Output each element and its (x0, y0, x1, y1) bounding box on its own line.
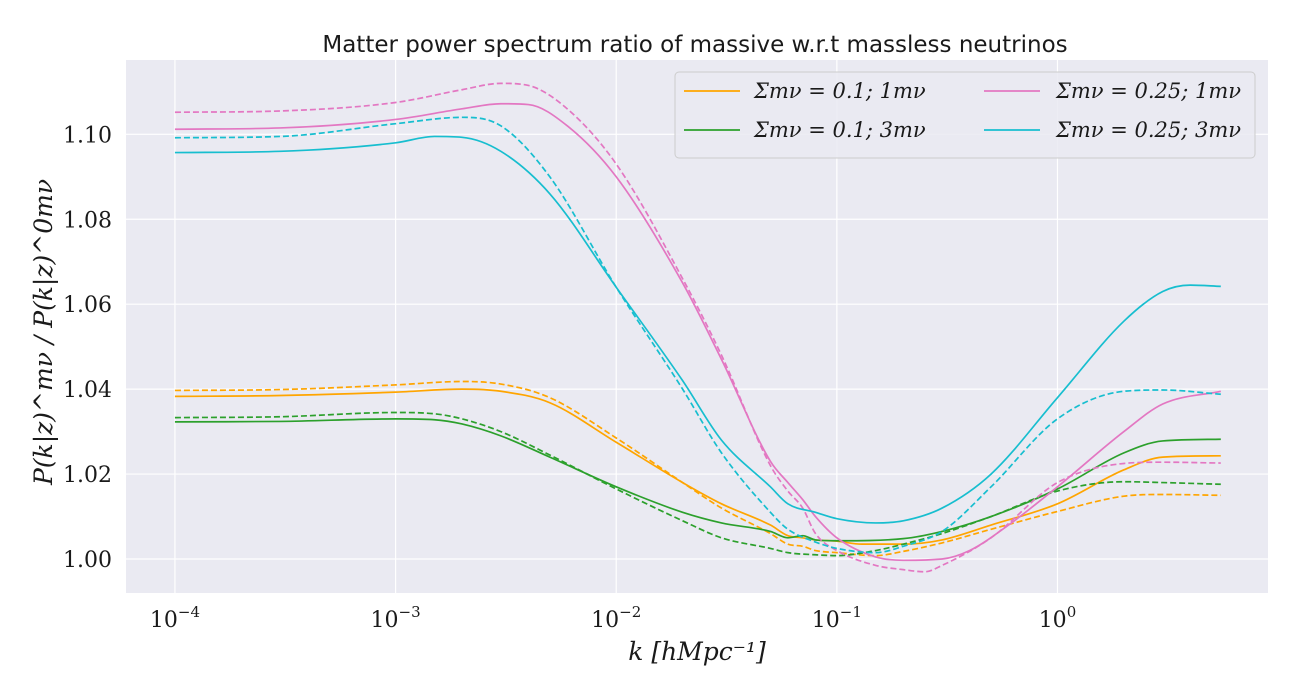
series-line-2-dashed (174, 380, 1221, 557)
y-tick-label: 1.10 (63, 123, 112, 148)
legend-entry-label: Σmν = 0.1; 1mν (753, 79, 926, 103)
y-tick-label: 1.06 (63, 293, 112, 318)
y-tick-label: 1.08 (63, 208, 112, 233)
y-tick-label: 1.04 (63, 378, 112, 403)
x-axis-label: k [hMpc⁻¹] (628, 637, 766, 666)
legend-entry-label: Σmν = 0.1; 3mν (753, 118, 926, 142)
series-line-5-solid (174, 102, 1221, 562)
x-tick-label: 10−4 (150, 603, 200, 633)
series-line-6-dashed (174, 82, 1221, 573)
series-line-4-dashed (174, 411, 1221, 557)
legend-frame (674, 71, 1256, 159)
x-tick-label: 10−1 (812, 603, 862, 633)
x-tick-label: 10−3 (371, 603, 421, 633)
series-line-7-solid (174, 135, 1221, 524)
x-tick-label: 10−2 (591, 603, 641, 633)
legend-entry-label: Σmν = 0.25; 1mν (1055, 79, 1241, 103)
y-tick-label: 1.00 (63, 548, 112, 573)
x-tick-label: 100 (1039, 603, 1077, 633)
y-axis-label: P(k|z)^mν / P(k|z)^0mν (29, 179, 59, 486)
y-tick-label: 1.02 (63, 463, 112, 488)
series-line-8-dashed (174, 116, 1221, 554)
chart-title: Matter power spectrum ratio of massive w… (322, 32, 1067, 58)
legend: Σmν = 0.1; 1mν Σmν = 0.1; 3mν Σmν = 0.25; … (674, 71, 1256, 159)
legend-entry-label: Σmν = 0.25; 3mν (1055, 118, 1241, 142)
